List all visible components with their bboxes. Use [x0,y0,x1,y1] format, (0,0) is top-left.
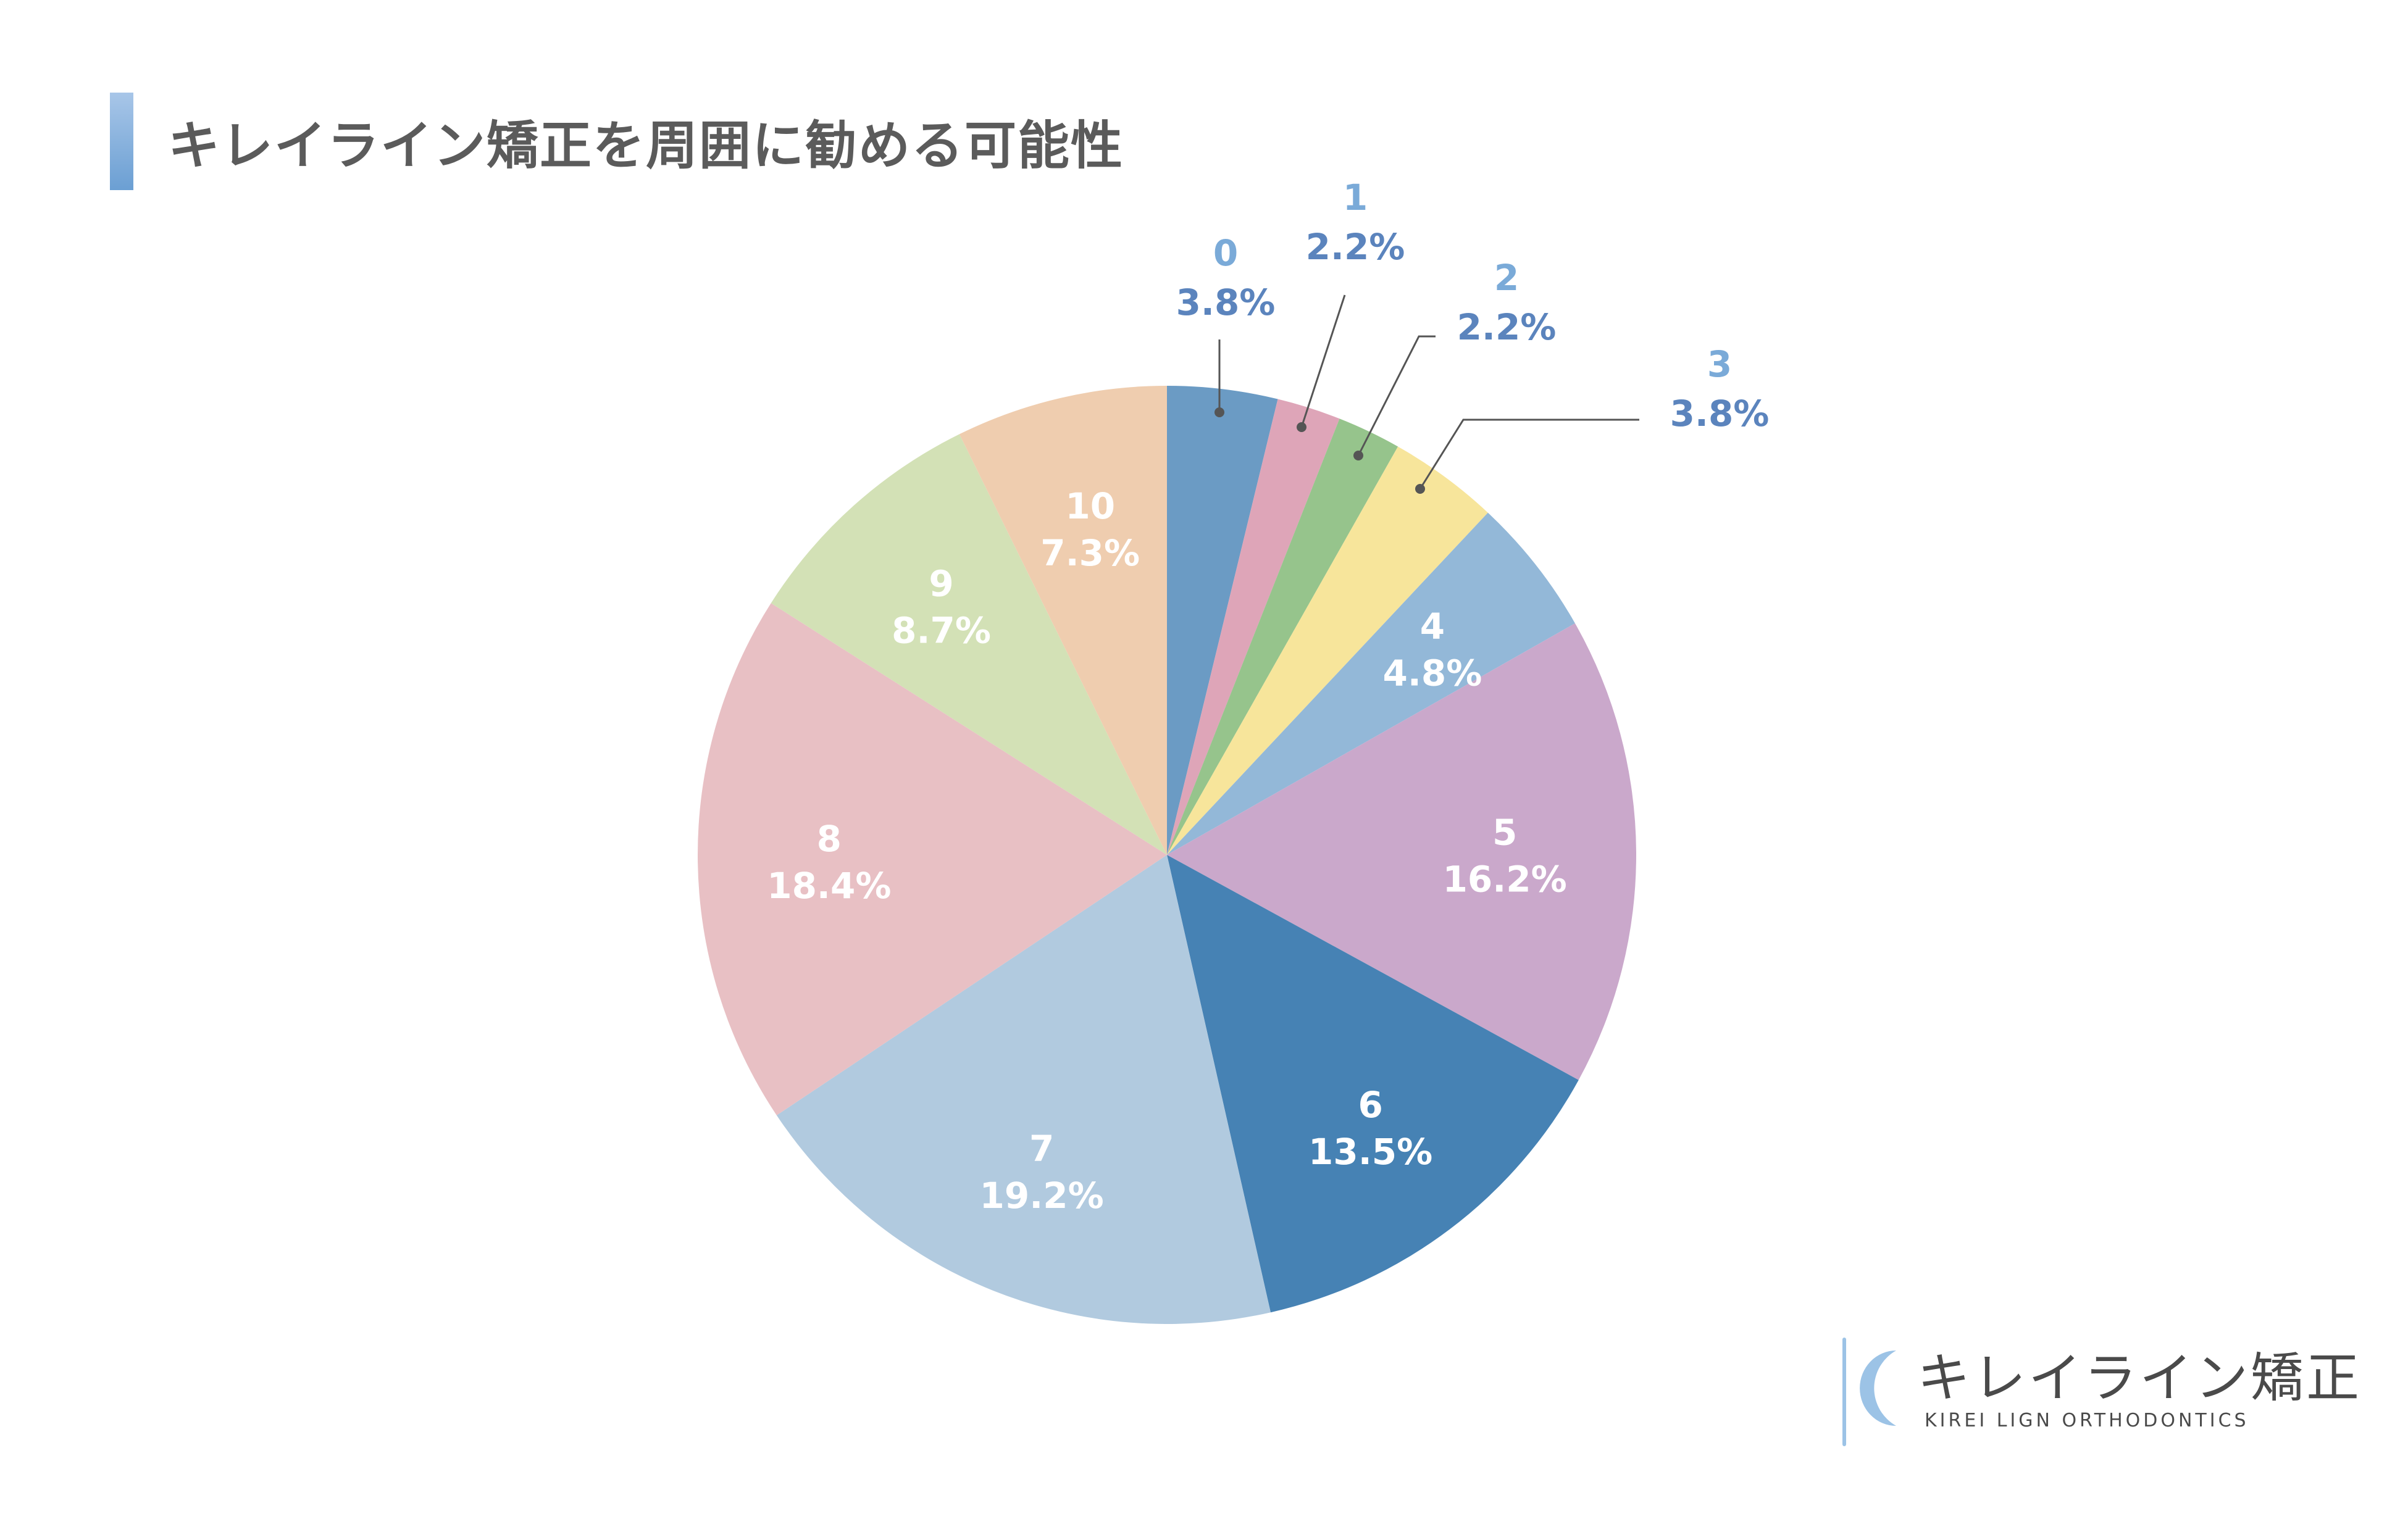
logo-crescent-icon [1842,1338,1896,1446]
pie-slice-10 [959,386,1167,855]
pie-slice-9 [771,434,1167,855]
slice-value-label-6: 13.5% [1308,1131,1432,1173]
leader-dot-0 [1214,407,1224,417]
leader-dot-2 [1353,451,1363,460]
leader-dot-3 [1415,484,1425,494]
slice-value-label-5: 16.2% [1443,859,1567,901]
pie-slice-7 [776,855,1271,1324]
slice-value-label-3: 3.8% [1670,393,1770,435]
slice-value-label-8: 18.4% [767,865,891,907]
slice-category-label-0: 0 [1213,232,1238,274]
chart-title-block: キレイライン矯正を周囲に勧める可能性 [110,93,1124,190]
slice-value-label-10: 7.3% [1040,532,1140,574]
pie-slice-1 [1167,399,1340,855]
slice-category-label-3: 3 [1707,343,1732,385]
pie-slice-5 [1167,623,1637,1080]
logo-name: キレイライン矯正 [1917,1347,2362,1409]
slice-labels: 0 3.8% 1 2.2% 2 2.2% 3 3.8% 4 4.8% 5 16.2% 6 13.5% 7 19… [767,177,1769,1217]
chart-title: キレイライン矯正を周囲に勧める可能性 [168,115,1124,176]
brand-logo: キレイライン矯正 KIREI LIGN ORTHODONTICS [1837,1333,2359,1457]
slice-value-label-2: 2.2% [1457,306,1557,348]
pie-slices [698,386,1637,1324]
slice-category-label-1: 1 [1343,177,1368,219]
leader-line-2 [1357,335,1436,456]
slice-category-label-6: 6 [1358,1084,1382,1126]
slice-value-label-1: 2.2% [1306,226,1405,268]
leader-lines [1214,294,1639,494]
slice-category-label-4: 4 [1420,606,1445,647]
title-accent-bar [110,93,133,190]
pie-slice-0 [1167,386,1278,855]
slice-value-label-0: 3.8% [1176,281,1276,323]
slice-category-label-2: 2 [1494,257,1519,299]
slice-value-label-4: 4.8% [1383,652,1482,694]
leader-dot-1 [1297,422,1306,432]
leader-line-1 [1300,294,1346,428]
slice-category-label-10: 10 [1065,485,1115,527]
slice-value-label-7: 19.2% [980,1175,1104,1217]
pie-slice-8 [698,603,1167,1115]
logo-subtitle: KIREI LIGN ORTHODONTICS [1925,1410,2249,1431]
slice-value-label-9: 8.7% [892,610,991,652]
pie-slice-4 [1167,512,1575,855]
slice-category-label-7: 7 [1029,1128,1054,1170]
slice-category-label-9: 9 [929,563,953,605]
pie-slice-3 [1167,446,1488,855]
pie-slice-6 [1167,855,1579,1313]
leader-line-3 [1419,418,1639,489]
slice-category-label-5: 5 [1492,812,1517,854]
pie-slice-2 [1167,418,1398,855]
slice-category-label-8: 8 [817,818,842,860]
